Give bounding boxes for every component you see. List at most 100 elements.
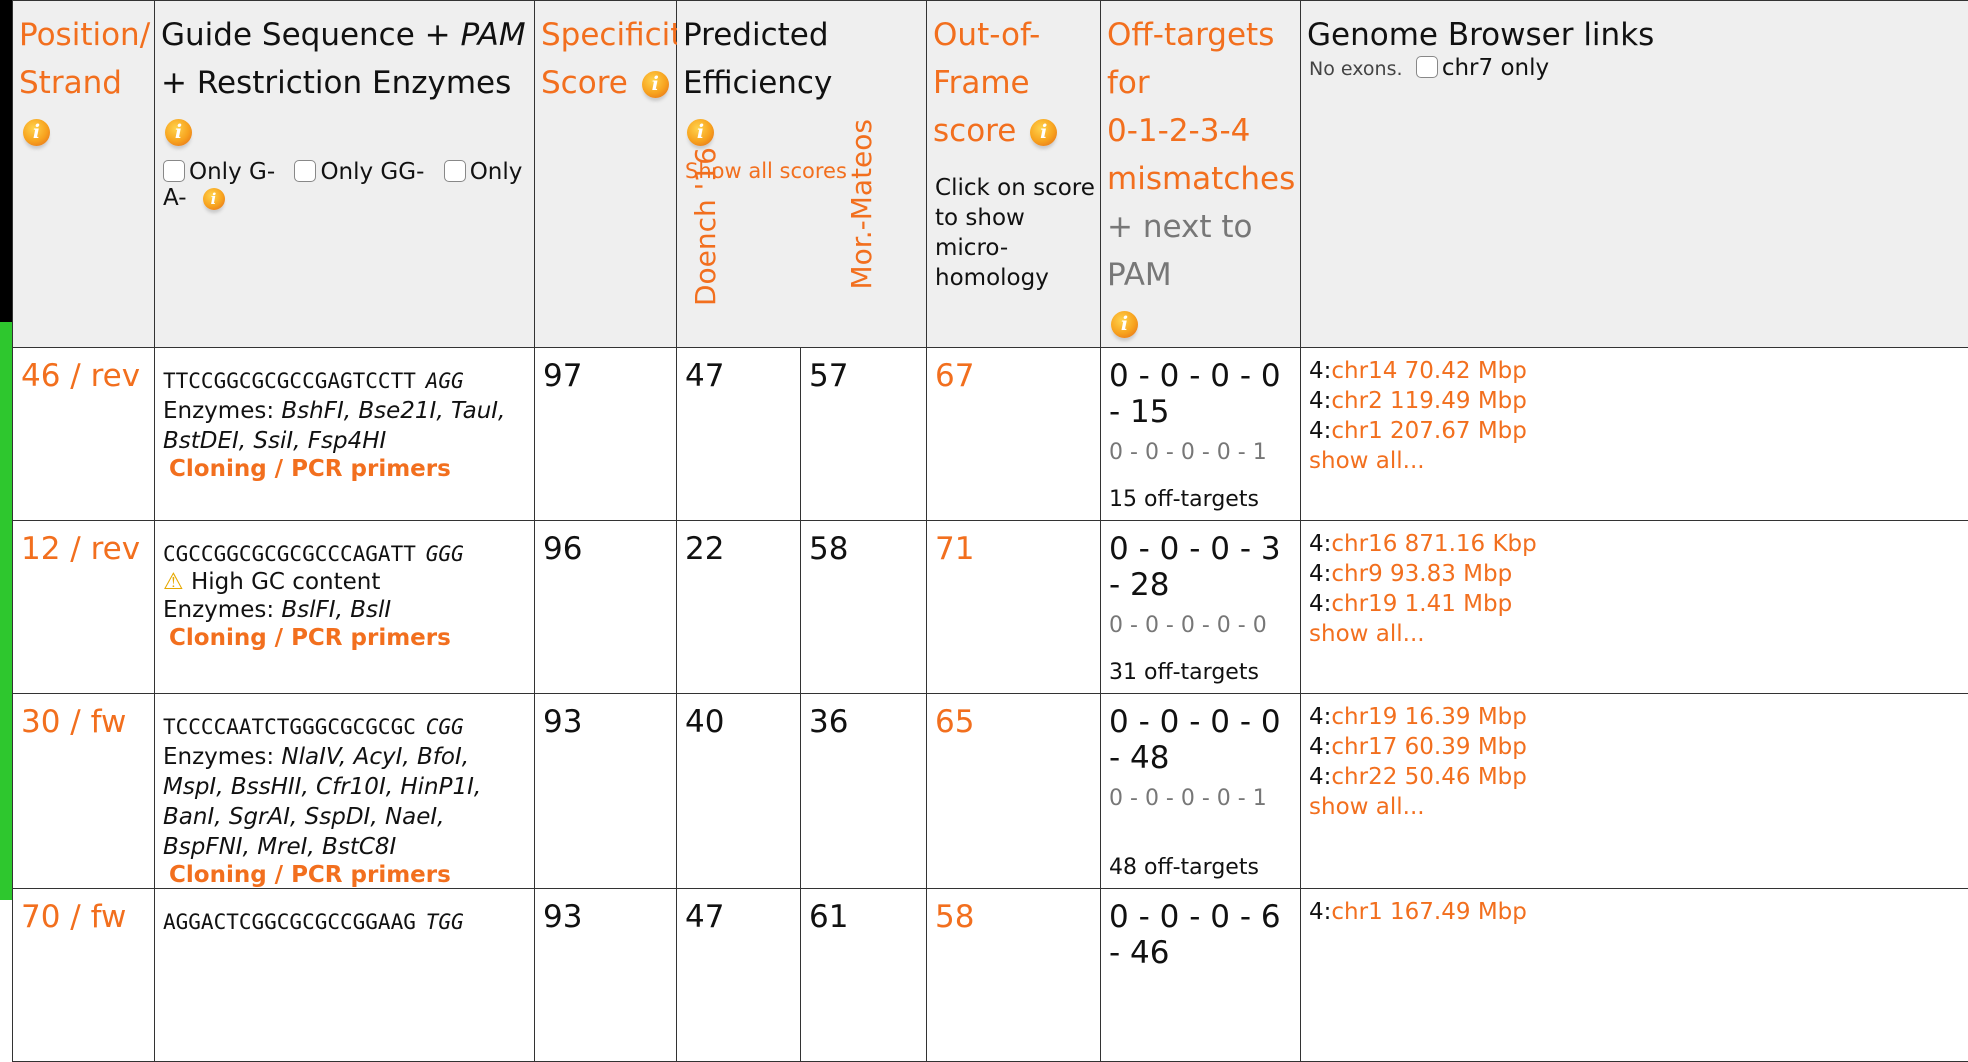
- pam-sequence: CGG: [426, 715, 464, 739]
- info-icon[interactable]: i: [642, 71, 669, 98]
- genome-link: 4:chr19 1.41 Mbp: [1309, 589, 1968, 619]
- genome-link: 4:chr16 871.16 Kbp: [1309, 529, 1968, 559]
- mismatch-counts-pam: 0 - 0 - 0 - 0 - 1: [1109, 786, 1292, 811]
- outframe-note: Click on score to show micro-homology: [927, 173, 1100, 293]
- doench-value: 22: [677, 521, 800, 567]
- specificity-value: 97: [535, 348, 676, 394]
- offtargets-cell: 0 - 0 - 0 - 0 - 48 0 - 0 - 0 - 0 - 1 48 …: [1101, 694, 1301, 889]
- outframe-score-link[interactable]: 71: [927, 521, 1100, 567]
- chr7-only-label: chr7 only: [1442, 55, 1549, 81]
- info-icon[interactable]: i: [1030, 119, 1057, 146]
- outframe-score-link[interactable]: 58: [927, 889, 1100, 935]
- genome-link: 4:chr2 119.49 Mbp: [1309, 386, 1968, 416]
- enzymes-list: BslFI, BslI: [281, 597, 391, 623]
- mor-mateos-cell: 36: [801, 694, 927, 889]
- genome-link: 4:chr1 207.67 Mbp: [1309, 416, 1968, 446]
- table-row: 12 / rev CGCCGGCGCGCGCCCAGATT GGG ⚠ High…: [13, 521, 1968, 694]
- cloning-primers-link[interactable]: Cloning / PCR primers: [163, 625, 526, 651]
- position-cell: 12 / rev: [13, 521, 155, 694]
- genome-link: 4:chr19 16.39 Mbp: [1309, 702, 1968, 732]
- genome-link-text[interactable]: chr14 70.42 Mbp: [1331, 358, 1526, 384]
- table-row: 30 / fw TCCCCAATCTGGGCGCGCGC CGG Enzymes…: [13, 694, 1968, 889]
- genome-link-text[interactable]: chr1 167.49 Mbp: [1331, 899, 1526, 925]
- position-header[interactable]: Position/ Strand i: [13, 1, 155, 348]
- cloning-primers-link[interactable]: Cloning / PCR primers: [163, 862, 526, 888]
- specificity-header[interactable]: Specificity Score i: [535, 1, 677, 348]
- header-row: Position/ Strand i Guide Sequence + PAM …: [13, 1, 1968, 348]
- info-icon[interactable]: i: [23, 119, 50, 146]
- position-value: 12 / rev: [13, 521, 154, 567]
- link-prefix: 4:: [1309, 734, 1331, 760]
- outframe-score-link[interactable]: 67: [927, 348, 1100, 394]
- outframe-score-link[interactable]: 65: [927, 694, 1100, 740]
- genome-link-text[interactable]: chr16 871.16 Kbp: [1331, 531, 1536, 557]
- pam-sequence: GGG: [426, 542, 464, 566]
- genome-link-text[interactable]: chr19 16.39 Mbp: [1331, 704, 1526, 730]
- position-header-line1: Position/: [19, 17, 150, 53]
- link-prefix: 4:: [1309, 418, 1331, 444]
- genome-link: 4:chr9 93.83 Mbp: [1309, 559, 1968, 589]
- offtargets-header[interactable]: Off-targets for 0-1-2-3-4 mismatches + n…: [1101, 1, 1301, 348]
- genome-link-text[interactable]: chr22 50.46 Mbp: [1331, 764, 1526, 790]
- link-prefix: 4:: [1309, 764, 1331, 790]
- doench-header[interactable]: Doench '16: [689, 147, 722, 306]
- pam-sequence: AGG: [426, 369, 464, 393]
- genome-links-cell: 4:chr16 871.16 Kbp 4:chr9 93.83 Mbp 4:ch…: [1301, 521, 1968, 694]
- genome-link-text[interactable]: chr1 207.67 Mbp: [1331, 418, 1526, 444]
- guide-filters: Only G- Only GG- Only A-i: [155, 159, 534, 211]
- show-all-link[interactable]: show all...: [1309, 446, 1968, 476]
- position-cell: 70 / fw: [13, 889, 155, 1062]
- no-exons-label: No exons.: [1309, 58, 1403, 80]
- outframe-header[interactable]: Out-of-Frame score i Click on score to s…: [927, 1, 1101, 348]
- enzymes-label: Enzymes:: [163, 744, 281, 770]
- genome-link-text[interactable]: chr17 60.39 Mbp: [1331, 734, 1526, 760]
- offtargets-header-line3: mismatches: [1107, 161, 1295, 197]
- guide-sequence: TTCCGGCGCGCCGAGTCCTT: [163, 369, 416, 393]
- show-all-link[interactable]: show all...: [1309, 792, 1968, 822]
- only-g-checkbox[interactable]: [163, 160, 185, 182]
- show-all-link[interactable]: show all...: [1309, 619, 1968, 649]
- link-prefix: 4:: [1309, 388, 1331, 414]
- specificity-cell: 93: [535, 694, 677, 889]
- guide-cell: TCCCCAATCTGGGCGCGCGC CGG Enzymes: NlaIV,…: [155, 694, 535, 889]
- mismatch-counts-pam: 0 - 0 - 0 - 0 - 1: [1109, 440, 1292, 465]
- mismatch-counts: 0 - 0 - 0 - 6 - 46: [1109, 899, 1292, 971]
- doench-value: 47: [677, 889, 800, 935]
- pam-sequence: TGG: [426, 910, 464, 934]
- guide-sequence: CGCCGGCGCGCGCCCAGATT: [163, 542, 416, 566]
- doench-value: 47: [677, 348, 800, 394]
- efficiency-header: Predicted Efficiency i Show all scores D…: [677, 1, 927, 348]
- info-icon[interactable]: i: [165, 119, 192, 146]
- only-a-checkbox[interactable]: [444, 160, 466, 182]
- offtarget-count: 15 off-targets: [1109, 487, 1259, 512]
- mor-mateos-cell: 61: [801, 889, 927, 1062]
- only-gg-checkbox[interactable]: [294, 160, 316, 182]
- genome-header: Genome Browser links No exons. chr7 only: [1301, 1, 1968, 348]
- cloning-primers-link[interactable]: Cloning / PCR primers: [163, 456, 526, 482]
- pam-label: PAM: [460, 17, 525, 53]
- header-side-bar: [0, 0, 12, 322]
- enzymes-label: Enzymes:: [163, 597, 281, 623]
- doench-cell: 47: [677, 889, 801, 1062]
- mor-mateos-value: 57: [801, 348, 926, 394]
- guide-header: Guide Sequence + PAM + Restriction Enzym…: [155, 1, 535, 348]
- genome-link-text[interactable]: chr9 93.83 Mbp: [1331, 561, 1512, 587]
- position-value: 30 / fw: [13, 694, 154, 740]
- position-cell: 30 / fw: [13, 694, 155, 889]
- doench-cell: 47: [677, 348, 801, 521]
- link-prefix: 4:: [1309, 561, 1331, 587]
- chr7-only-checkbox[interactable]: [1416, 56, 1438, 78]
- info-icon[interactable]: i: [1111, 311, 1138, 338]
- warning-text: High GC content: [191, 569, 380, 595]
- genome-link: 4:chr14 70.42 Mbp: [1309, 356, 1968, 386]
- doench-cell: 40: [677, 694, 801, 889]
- guide-sequence: AGGACTCGGCGCGCCGGAAG: [163, 910, 416, 934]
- genome-link-text[interactable]: chr19 1.41 Mbp: [1331, 591, 1512, 617]
- info-icon[interactable]: i: [203, 188, 225, 210]
- genome-link-text[interactable]: chr2 119.49 Mbp: [1331, 388, 1526, 414]
- guide-cell: TTCCGGCGCGCCGAGTCCTT AGG Enzymes: BshFI,…: [155, 348, 535, 521]
- info-icon[interactable]: i: [687, 119, 714, 146]
- mor-mateos-header[interactable]: Mor.-Mateos: [845, 119, 878, 289]
- guide-sequence: TCCCCAATCTGGGCGCGCGC: [163, 715, 416, 739]
- link-prefix: 4:: [1309, 531, 1331, 557]
